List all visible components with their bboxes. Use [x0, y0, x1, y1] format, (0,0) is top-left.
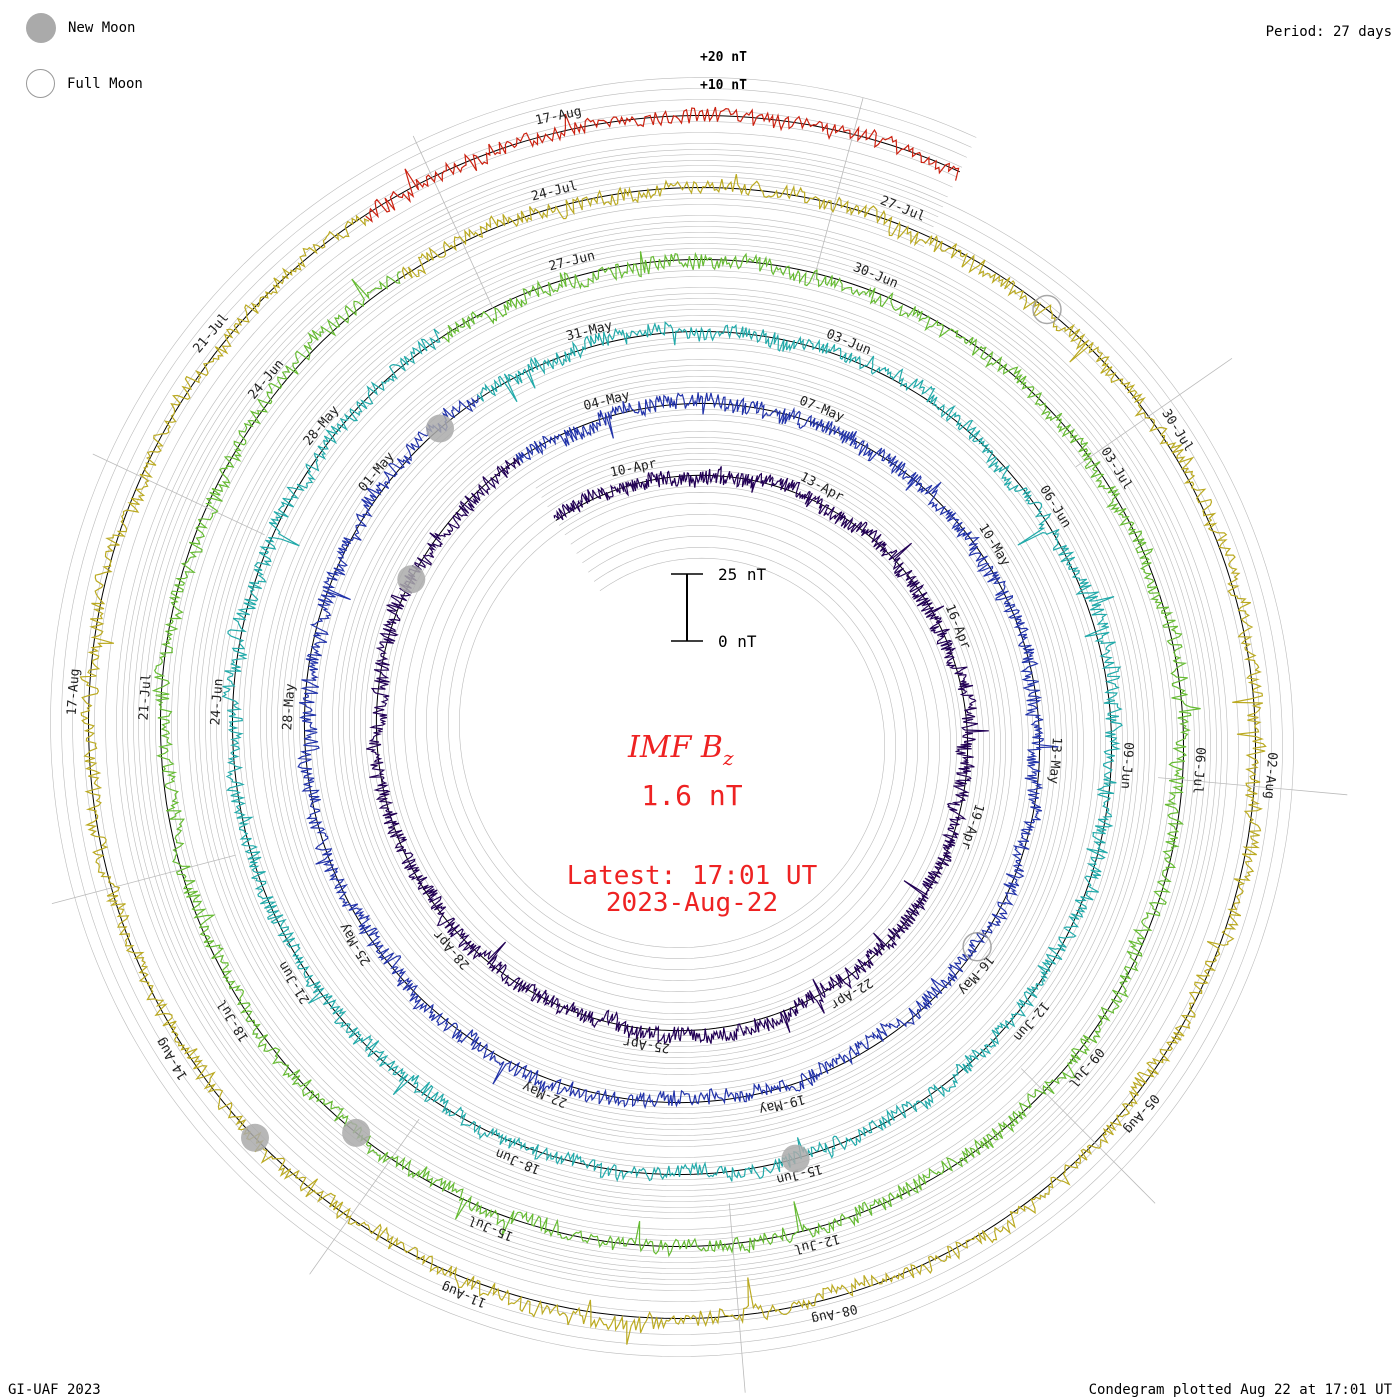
series-layer: [79, 106, 1267, 1345]
series-trace-rotation-3: [221, 320, 1123, 1183]
series-trace-rotation-2: [297, 392, 1059, 1110]
radial-spoke: [1020, 1068, 1156, 1204]
series-trace-rotation-4: [151, 251, 1201, 1258]
scale-bar: 25 nT 0 nT: [671, 565, 767, 651]
chart-title-main: IMF B: [627, 730, 723, 765]
grid-spiral-line: [149, 176, 1195, 1258]
grid-spiral-line: [72, 99, 1272, 1335]
new-moon-marker: [397, 565, 426, 594]
radial-spoke: [728, 1203, 746, 1393]
date-tick-label: 25-Apr: [622, 1034, 671, 1055]
date-tick-label: 24-Jun: [208, 678, 226, 726]
date-tick-label: 12-Jul: [792, 1231, 841, 1257]
series-trace-rotation-5: [79, 173, 1267, 1345]
full-moon-icon: [26, 69, 55, 98]
radial-spoke: [1158, 777, 1348, 796]
grid-spiral-line: [94, 121, 1250, 1313]
grid-spiral-line: [116, 143, 1228, 1291]
new-moon-marker: [342, 1118, 371, 1147]
date-tick-label: 17-Aug: [65, 668, 83, 716]
legend-new-moon: New Moon: [26, 13, 135, 43]
grid-spiral-line: [127, 154, 1217, 1280]
latest-date: 2023-Aug-22: [606, 888, 778, 918]
date-tick-label: 30-Jul: [1158, 407, 1196, 455]
series-trace-rotation-6: [365, 106, 960, 223]
full-moon-marker: [962, 931, 992, 962]
radial-spoke: [51, 854, 236, 904]
new-moon-icon: [26, 13, 56, 43]
radial-spoke: [812, 97, 864, 282]
grid-spiral-line: [50, 77, 1294, 1357]
outer-ring-label-10: +10 nT: [700, 78, 747, 93]
grid-spiral-line: [61, 88, 1283, 1346]
date-tick-label: 24-Jul: [530, 179, 579, 205]
date-tick-label: 13-May: [1046, 737, 1064, 785]
scale-top-label: 25 nT: [718, 565, 767, 584]
new-moon-marker: [781, 1144, 810, 1173]
grid-spiral-line: [105, 132, 1239, 1302]
series-trace-rotation-1: [366, 457, 989, 1045]
chart-title-sub: z: [722, 746, 734, 770]
grid-spiral-line: [83, 110, 1261, 1324]
new-moon-marker: [426, 414, 454, 443]
legend-full-moon: Full Moon: [26, 69, 143, 98]
radial-spoke: [309, 1118, 420, 1275]
date-tick-label: 02-Aug: [1261, 752, 1279, 800]
date-tick-label: 21-Jul: [136, 673, 154, 721]
latest-time: Latest: 17:01 UT: [567, 861, 818, 891]
current-value: 1.6 nT: [641, 779, 742, 812]
radial-spoke: [1075, 357, 1233, 468]
date-tick-label: 27-Jun: [547, 248, 596, 274]
legend-full-moon-label: Full Moon: [67, 75, 143, 92]
full-moon-marker: [1032, 294, 1062, 325]
footer-plot-time: Condegram plotted Aug 22 at 17:01 UT: [1088, 1382, 1392, 1398]
date-tick-label: 19-May: [757, 1091, 806, 1117]
date-tick-label: 06-Jul: [1189, 747, 1207, 795]
moon-layer: [241, 294, 1062, 1173]
legend-new-moon-label: New Moon: [68, 20, 136, 36]
date-tick-label: 09-Jun: [1117, 742, 1135, 790]
date-tick-label: 06-Jun: [1036, 483, 1074, 531]
footer-credit: GI-UAF 2023: [8, 1382, 101, 1398]
radial-spoke: [412, 135, 494, 309]
chart-title: IMF Bz: [627, 730, 734, 770]
date-tick-label: 08-Aug: [810, 1300, 859, 1326]
date-tick-label: 28-May: [280, 683, 298, 731]
date-tick-label: 19-Apr: [958, 802, 987, 851]
grid-spiral-line: [138, 165, 1206, 1269]
outer-ring-label-20: +20 nT: [700, 50, 747, 65]
radial-spoke: [92, 453, 265, 536]
date-tick-label: 22-Apr: [827, 974, 875, 1012]
new-moon-marker: [241, 1123, 269, 1152]
period-label: Period: 27 days: [1265, 24, 1392, 40]
scale-bottom-label: 0 nT: [718, 632, 757, 651]
date-tick-label: 14-Aug: [153, 1035, 191, 1083]
